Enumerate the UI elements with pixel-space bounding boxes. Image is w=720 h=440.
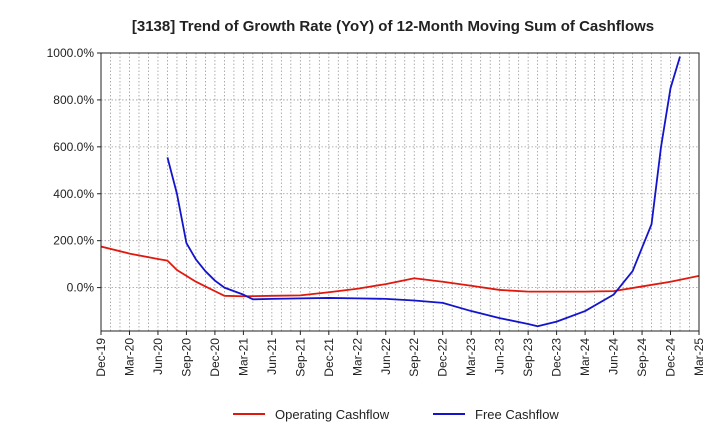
x-tick-label: Mar-25 (692, 338, 706, 376)
x-tick-label: Dec-21 (322, 338, 336, 377)
x-tick-label: Dec-20 (208, 338, 222, 377)
x-tick-label: Dec-19 (94, 338, 108, 377)
plot-frame (100, 52, 700, 332)
x-tick-label: Dec-24 (664, 338, 678, 377)
x-tick-label: Sep-22 (407, 338, 421, 377)
grid (100, 52, 700, 331)
y-tick-label: 800.0% (53, 93, 94, 107)
x-tick-label: Mar-24 (578, 338, 592, 376)
x-tick-label: Dec-23 (550, 338, 564, 377)
free-cashflow-line (166, 56, 681, 328)
x-tick-label: Sep-20 (179, 338, 193, 377)
y-axis-ticks: 1000.0% 800.0% 600.0% 400.0% 200.0% 0.0% (47, 46, 101, 295)
x-tick-label: Jun-24 (607, 338, 621, 375)
x-tick-label: Sep-24 (635, 338, 649, 377)
x-tick-label: Jun-20 (151, 338, 165, 375)
x-tick-label: Sep-23 (521, 338, 535, 377)
operating-cashflow-line (101, 245, 699, 298)
legend-label-free-cashflow: Free Cashflow (475, 407, 559, 422)
x-tick-label: Jun-23 (493, 338, 507, 375)
y-tick-label: 0.0% (67, 281, 95, 295)
y-tick-label: 600.0% (53, 140, 94, 154)
x-tick-label: Mar-23 (464, 338, 478, 376)
y-tick-label: 200.0% (53, 234, 94, 248)
y-tick-label: 400.0% (53, 187, 94, 201)
chart-title: [3138] Trend of Growth Rate (YoY) of 12-… (132, 18, 654, 35)
legend-label-operating-cashflow: Operating Cashflow (275, 407, 390, 422)
legend: Operating Cashflow Free Cashflow (233, 407, 559, 422)
x-tick-label: Jun-22 (379, 338, 393, 375)
x-tick-label: Mar-22 (350, 338, 364, 376)
x-tick-label: Mar-21 (236, 338, 250, 376)
x-axis-ticks: Dec-19 Mar-20 Jun-20 Sep-20 Dec-20 Mar-21 Jun-… (94, 331, 706, 377)
x-tick-label: Sep-21 (293, 338, 307, 377)
y-tick-label: 1000.0% (47, 46, 95, 60)
x-tick-label: Dec-22 (436, 338, 450, 377)
x-tick-label: Mar-20 (122, 338, 136, 376)
series-lines (101, 56, 699, 328)
x-tick-label: Jun-21 (265, 338, 279, 375)
